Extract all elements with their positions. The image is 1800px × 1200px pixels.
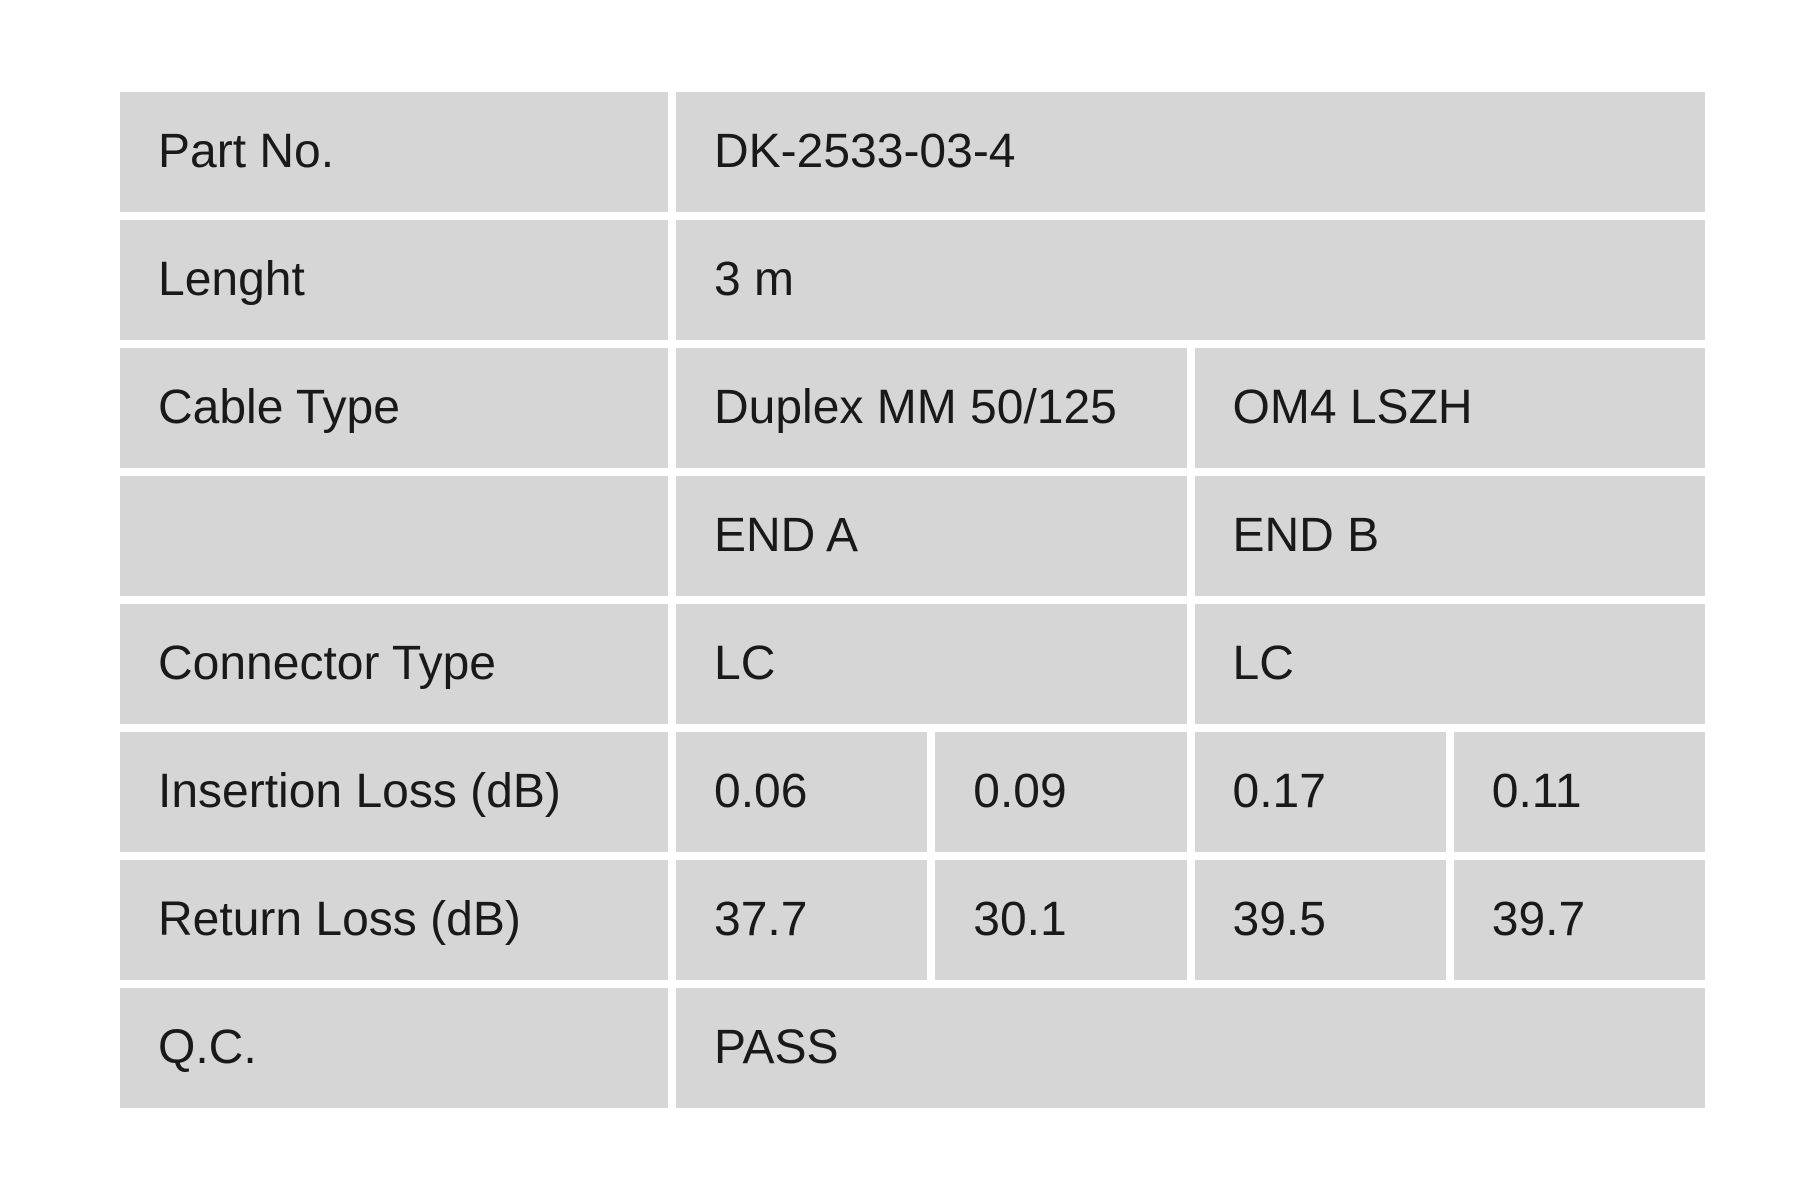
insertion-loss-end-a-fiber1: 0.06	[676, 732, 928, 852]
row-label-length: Lenght	[120, 220, 668, 340]
cable-type-value-secondary: OM4 LSZH	[1194, 348, 1705, 468]
connector-type-end-a: LC	[676, 604, 1187, 724]
part-no-value: DK-2533-03-4	[676, 92, 1705, 212]
table-row-return-loss: Return Loss (dB) 37.7 30.1 39.5 39.7	[120, 860, 1705, 980]
table-row-qc: Q.C. PASS	[120, 988, 1705, 1108]
insertion-loss-end-b-fiber1: 0.17	[1194, 732, 1446, 852]
insertion-loss-end-a-fiber2: 0.09	[935, 732, 1187, 852]
return-loss-end-a-fiber1: 37.7	[676, 860, 928, 980]
insertion-loss-end-b-fiber2: 0.11	[1453, 732, 1705, 852]
table-row-cable-type: Cable Type Duplex MM 50/125 OM4 LSZH	[120, 348, 1705, 468]
qc-result-value: PASS	[676, 988, 1705, 1108]
table-row-end-headers: END A END B	[120, 476, 1705, 596]
table-row-insertion-loss: Insertion Loss (dB) 0.06 0.09 0.17 0.11	[120, 732, 1705, 852]
return-loss-end-a-fiber2: 30.1	[935, 860, 1187, 980]
row-label-blank	[120, 476, 668, 596]
row-label-insertion-loss: Insertion Loss (dB)	[120, 732, 668, 852]
row-label-part-no: Part No.	[120, 92, 668, 212]
return-loss-end-b-fiber1: 39.5	[1194, 860, 1446, 980]
row-label-cable-type: Cable Type	[120, 348, 668, 468]
row-label-qc: Q.C.	[120, 988, 668, 1108]
spec-table: Part No. DK-2533-03-4 Lenght 3 m Cable T…	[120, 92, 1705, 1108]
return-loss-end-b-fiber2: 39.7	[1453, 860, 1705, 980]
length-value: 3 m	[676, 220, 1705, 340]
end-b-header: END B	[1194, 476, 1705, 596]
table-row-length: Lenght 3 m	[120, 220, 1705, 340]
table-row-part-no: Part No. DK-2533-03-4	[120, 92, 1705, 212]
connector-type-end-b: LC	[1194, 604, 1705, 724]
cable-type-value-primary: Duplex MM 50/125	[676, 348, 1187, 468]
row-label-connector-type: Connector Type	[120, 604, 668, 724]
row-label-return-loss: Return Loss (dB)	[120, 860, 668, 980]
end-a-header: END A	[676, 476, 1187, 596]
table-row-connector-type: Connector Type LC LC	[120, 604, 1705, 724]
